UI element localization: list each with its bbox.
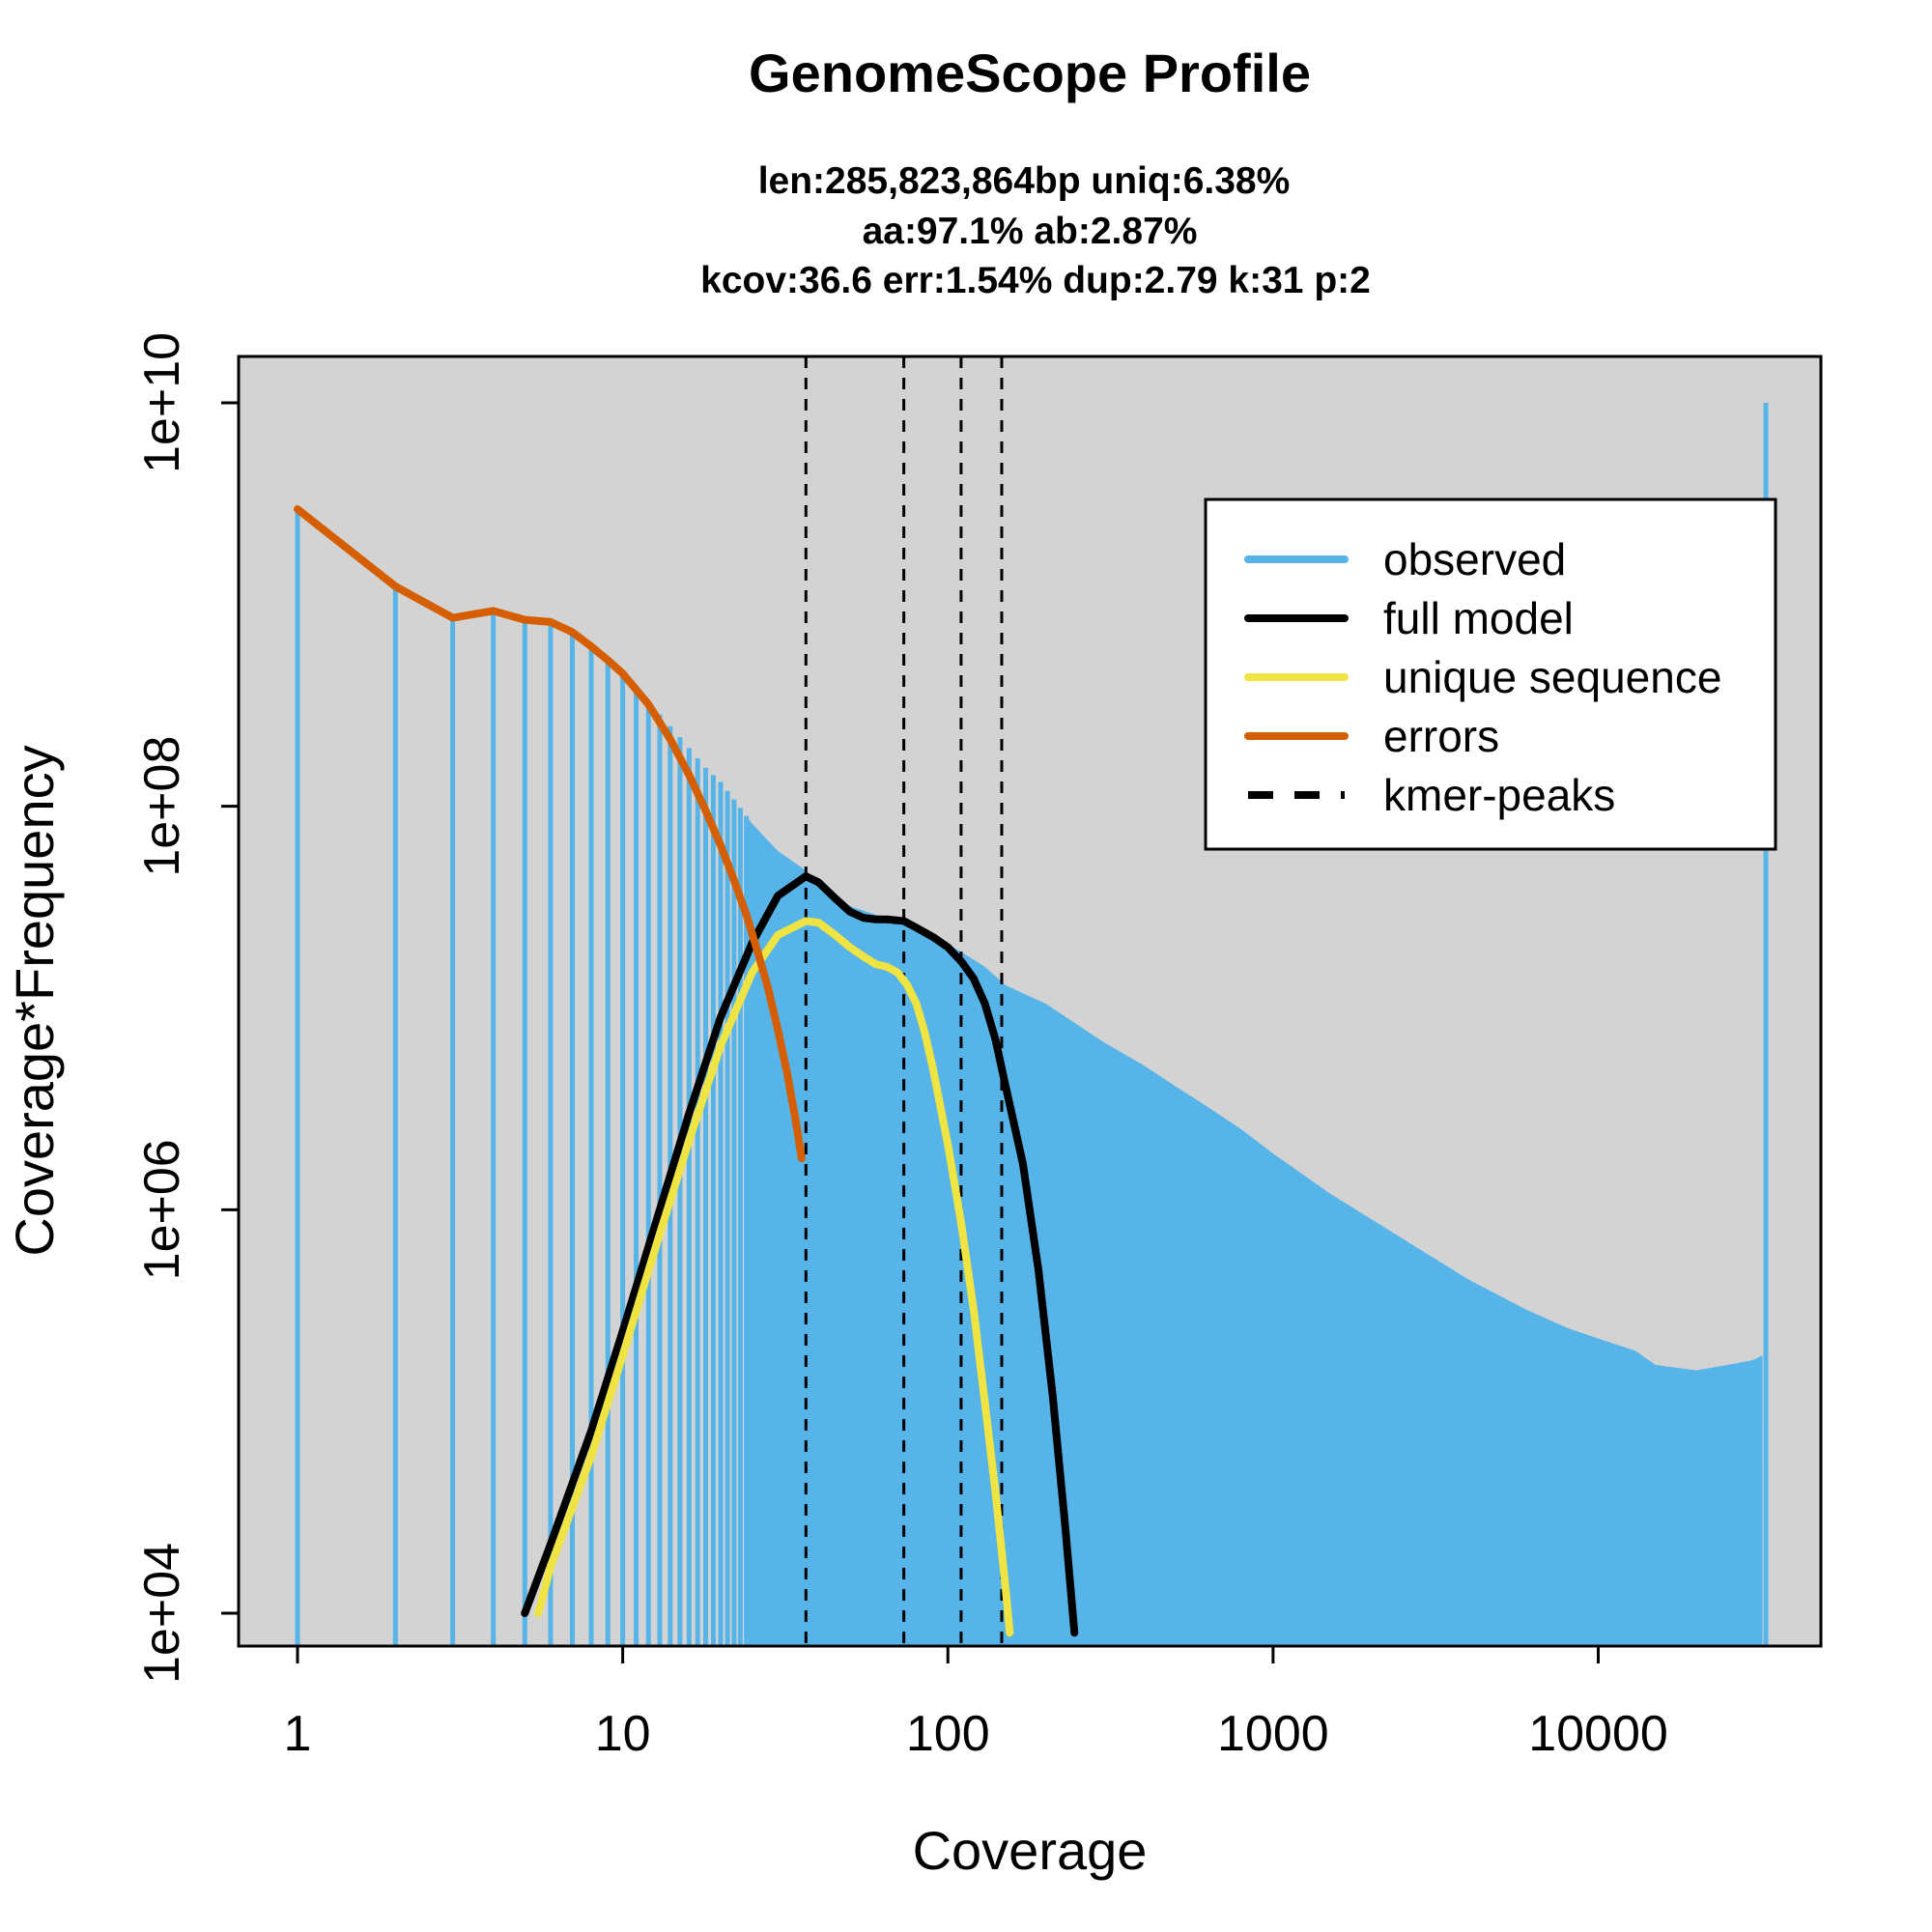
legend-label: observed (1383, 534, 1566, 584)
x-tick-label: 100 (906, 1706, 990, 1762)
y-tick-label: 1e+06 (134, 1139, 190, 1280)
chart-subtitle-line-3: kcov:36.6 err:1.54% dup:2.79 k:31 p:2 (700, 260, 1371, 301)
x-tick-label: 10000 (1528, 1706, 1668, 1762)
y-tick-label: 1e+10 (134, 332, 190, 473)
legend-label: kmer-peaks (1383, 770, 1615, 820)
x-axis: 1 10 100 1000 10000 (284, 1644, 1668, 1762)
full-model-line (521, 872, 1079, 1637)
legend-label: errors (1383, 711, 1499, 761)
y-tick-label: 1e+04 (134, 1543, 190, 1684)
y-axis-label: Coverage*Frequency (4, 745, 65, 1256)
y-tick-label: 1e+08 (134, 736, 190, 877)
x-tick-label: 1000 (1217, 1706, 1329, 1762)
chart-subtitle-line-2: aa:97.1% ab:2.87% (863, 211, 1198, 252)
errors-line (294, 505, 806, 1163)
x-tick-label: 1 (284, 1706, 312, 1762)
x-tick-label: 10 (595, 1706, 651, 1762)
y-axis: 1e+04 1e+06 1e+08 1e+10 (134, 332, 241, 1684)
legend-label: full model (1383, 593, 1574, 643)
kmer-peaks-series (804, 356, 1004, 1646)
x-axis-label: Coverage (913, 1820, 1148, 1881)
chart-subtitle-line-1: len:285,823,864bp uniq:6.38% (758, 160, 1291, 202)
legend-label: unique sequence (1383, 652, 1721, 702)
unique-sequence-line (534, 917, 1014, 1637)
legend: observed full model unique sequence errors k… (1204, 497, 1777, 851)
chart-title: GenomeScope Profile (749, 43, 1311, 103)
